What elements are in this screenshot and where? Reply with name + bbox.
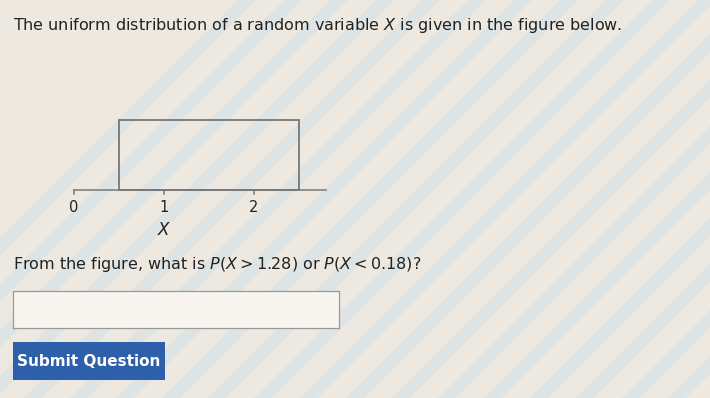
Text: The uniform distribution of a random variable $X$ is given in the figure below.: The uniform distribution of a random var…: [13, 16, 622, 35]
Text: From the figure, what is $P(X > 1.28)$ or $P(X < 0.18)$?: From the figure, what is $P(X > 1.28)$ o…: [13, 255, 421, 274]
Bar: [119, 120, 299, 190]
Text: Submit Question: Submit Question: [18, 354, 160, 369]
Text: 2: 2: [249, 200, 258, 215]
Text: 1: 1: [159, 200, 168, 215]
Text: 0: 0: [69, 200, 79, 215]
Text: $X$: $X$: [157, 220, 171, 239]
